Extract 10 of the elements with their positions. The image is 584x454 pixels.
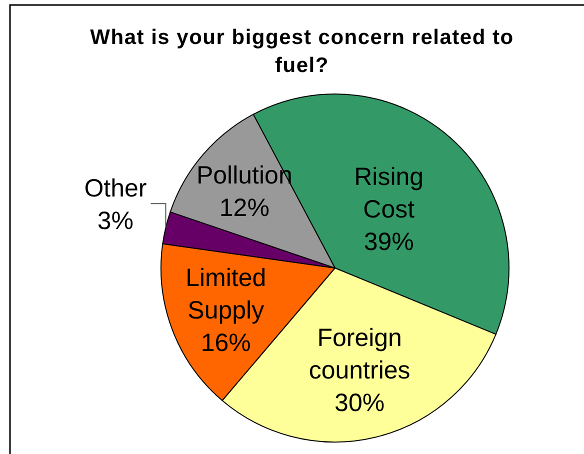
data-label: 12% bbox=[219, 194, 270, 222]
chart-title: What is your biggest concern related to fuel? bbox=[90, 26, 514, 77]
slice-label: Rising Cost bbox=[354, 163, 424, 224]
data-label: 30% bbox=[334, 389, 385, 418]
data-label: 16% bbox=[200, 328, 251, 357]
data-label: 39% bbox=[364, 228, 414, 256]
slice-label: Other bbox=[84, 174, 147, 202]
slice-label: Limited Supply bbox=[186, 264, 266, 324]
data-label: 3% bbox=[97, 206, 134, 235]
slice-label: Foreign countries bbox=[308, 324, 410, 385]
